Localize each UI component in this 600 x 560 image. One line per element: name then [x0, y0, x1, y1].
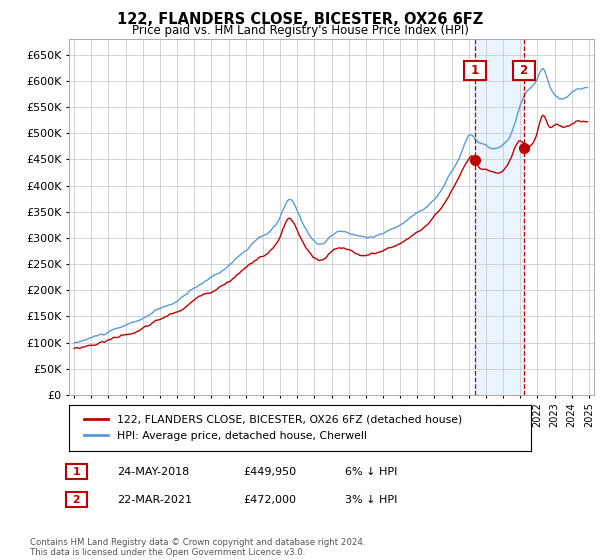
Text: £472,000: £472,000 — [243, 494, 296, 505]
Text: 1: 1 — [69, 466, 85, 477]
Text: Contains HM Land Registry data © Crown copyright and database right 2024.
This d: Contains HM Land Registry data © Crown c… — [30, 538, 365, 557]
Text: 1: 1 — [467, 64, 484, 77]
Legend: 122, FLANDERS CLOSE, BICESTER, OX26 6FZ (detached house), HPI: Average price, de: 122, FLANDERS CLOSE, BICESTER, OX26 6FZ … — [79, 409, 467, 446]
Text: 24-MAY-2018: 24-MAY-2018 — [117, 466, 189, 477]
Text: Price paid vs. HM Land Registry's House Price Index (HPI): Price paid vs. HM Land Registry's House … — [131, 24, 469, 36]
Text: 3% ↓ HPI: 3% ↓ HPI — [345, 494, 397, 505]
Text: 22-MAR-2021: 22-MAR-2021 — [117, 494, 192, 505]
Text: 2: 2 — [69, 494, 85, 505]
Bar — [475, 39, 524, 395]
Text: 122, FLANDERS CLOSE, BICESTER, OX26 6FZ: 122, FLANDERS CLOSE, BICESTER, OX26 6FZ — [117, 12, 483, 27]
Text: £449,950: £449,950 — [243, 466, 296, 477]
Text: 2: 2 — [516, 64, 532, 77]
Text: 6% ↓ HPI: 6% ↓ HPI — [345, 466, 397, 477]
